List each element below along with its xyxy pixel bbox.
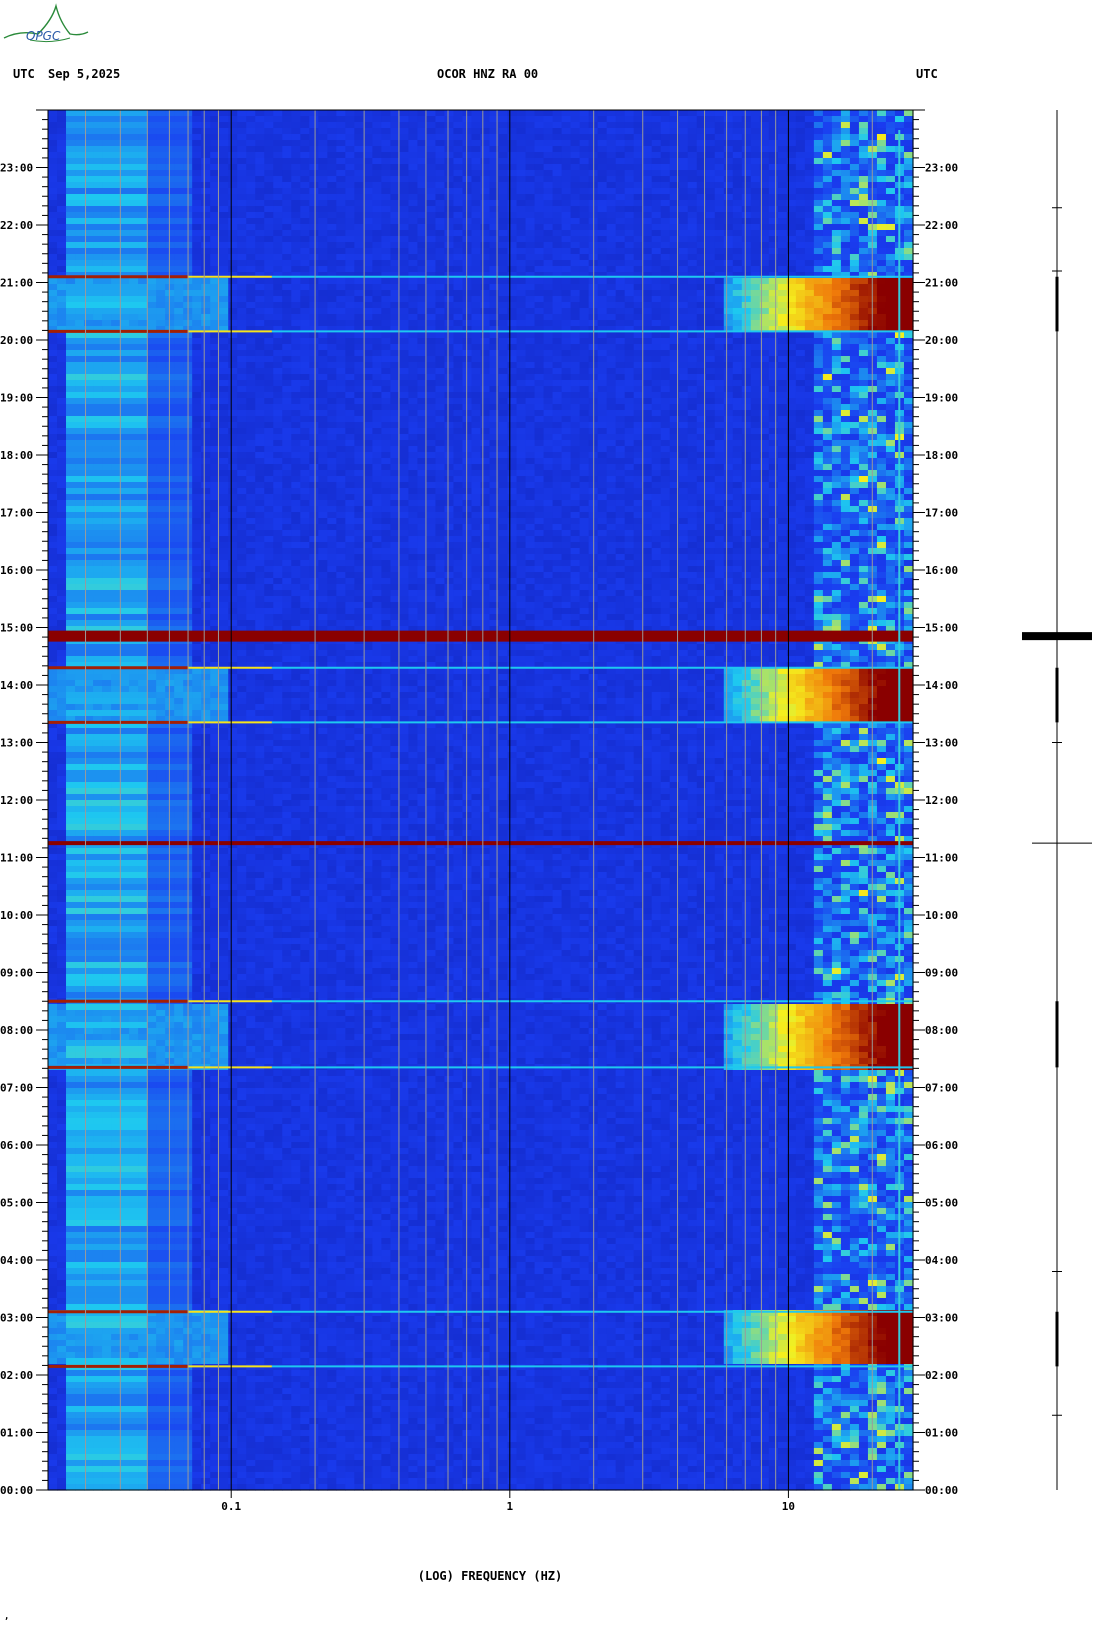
header-utc-right: UTC <box>916 67 938 81</box>
y-tick-label-right: 06:00 <box>925 1139 958 1152</box>
frequency-gridlines <box>85 110 873 1490</box>
y-tick-label-left: 00:00 <box>0 1484 33 1497</box>
y-tick-label-right: 03:00 <box>925 1312 958 1325</box>
y-tick-label-left: 05:00 <box>0 1197 33 1210</box>
y-tick-label-left: 01:00 <box>0 1427 33 1440</box>
header-date: Sep 5,2025 <box>48 67 120 81</box>
x-tick-label: 10 <box>782 1500 795 1513</box>
spectrogram-heatmap <box>48 110 914 1491</box>
y-tick-label-left: 06:00 <box>0 1139 33 1152</box>
seismic-trace <box>1022 110 1092 1490</box>
y-tick-label-left: 02:00 <box>0 1369 33 1382</box>
y-tick-label-right: 23:00 <box>925 162 958 175</box>
x-tick-label: 0.1 <box>221 1500 241 1513</box>
footer-mark: ‚ <box>4 1612 9 1622</box>
y-tick-label-right: 22:00 <box>925 219 958 232</box>
y-tick-label-right: 14:00 <box>925 679 958 692</box>
x-axis-label: (LOG) FREQUENCY (HZ) <box>418 1569 563 1583</box>
y-tick-label-right: 20:00 <box>925 334 958 347</box>
opgc-logo: OPGC <box>3 3 89 43</box>
y-tick-label-left: 14:00 <box>0 679 33 692</box>
header-utc-left: UTC <box>13 67 35 81</box>
y-tick-label-left: 08:00 <box>0 1024 33 1037</box>
x-axis: 0.1 1 10 <box>221 1490 795 1513</box>
y-tick-label-right: 10:00 <box>925 909 958 922</box>
x-tick-label: 1 <box>506 1500 513 1513</box>
y-tick-label-right: 13:00 <box>925 737 958 750</box>
y-tick-label-left: 22:00 <box>0 219 33 232</box>
header-station: OCOR HNZ RA 00 <box>437 67 538 81</box>
y-tick-label-left: 15:00 <box>0 622 33 635</box>
y-tick-label-right: 17:00 <box>925 507 958 520</box>
y-axis-left: 00:00 01:00 02:00 03:00 04:00 05:00 06:00 07:00… <box>0 109 48 1497</box>
y-tick-label-right: 19:00 <box>925 392 958 405</box>
y-tick-label-left: 17:00 <box>0 507 33 520</box>
y-tick-label-left: 09:00 <box>0 967 33 980</box>
y-axis-right: 00:00 01:00 02:00 03:00 04:00 05:00 06:00 07:00… <box>913 109 958 1497</box>
y-tick-label-right: 07:00 <box>925 1082 958 1095</box>
y-tick-label-right: 16:00 <box>925 564 958 577</box>
y-tick-label-left: 12:00 <box>0 794 33 807</box>
y-tick-label-right: 01:00 <box>925 1427 958 1440</box>
y-tick-label-left: 18:00 <box>0 449 33 462</box>
y-tick-label-right: 18:00 <box>925 449 958 462</box>
y-tick-label-right: 02:00 <box>925 1369 958 1382</box>
y-tick-label-right: 09:00 <box>925 967 958 980</box>
y-tick-label-left: 20:00 <box>0 334 33 347</box>
y-tick-label-right: 12:00 <box>925 794 958 807</box>
y-tick-label-right: 05:00 <box>925 1197 958 1210</box>
y-tick-label-left: 13:00 <box>0 737 33 750</box>
y-tick-label-left: 21:00 <box>0 277 33 290</box>
y-tick-label-left: 04:00 <box>0 1254 33 1267</box>
y-tick-label-left: 07:00 <box>0 1082 33 1095</box>
y-tick-label-left: 23:00 <box>0 162 33 175</box>
y-tick-label-left: 19:00 <box>0 392 33 405</box>
y-tick-label-right: 15:00 <box>925 622 958 635</box>
y-tick-label-left: 11:00 <box>0 852 33 865</box>
y-tick-label-right: 21:00 <box>925 277 958 290</box>
y-tick-label-left: 03:00 <box>0 1312 33 1325</box>
y-tick-label-right: 00:00 <box>925 1484 958 1497</box>
y-tick-label-right: 11:00 <box>925 852 958 865</box>
y-tick-label-left: 16:00 <box>0 564 33 577</box>
y-tick-label-left: 10:00 <box>0 909 33 922</box>
y-tick-label-right: 08:00 <box>925 1024 958 1037</box>
y-tick-label-right: 04:00 <box>925 1254 958 1267</box>
svg-text:OPGC: OPGC <box>26 29 61 43</box>
